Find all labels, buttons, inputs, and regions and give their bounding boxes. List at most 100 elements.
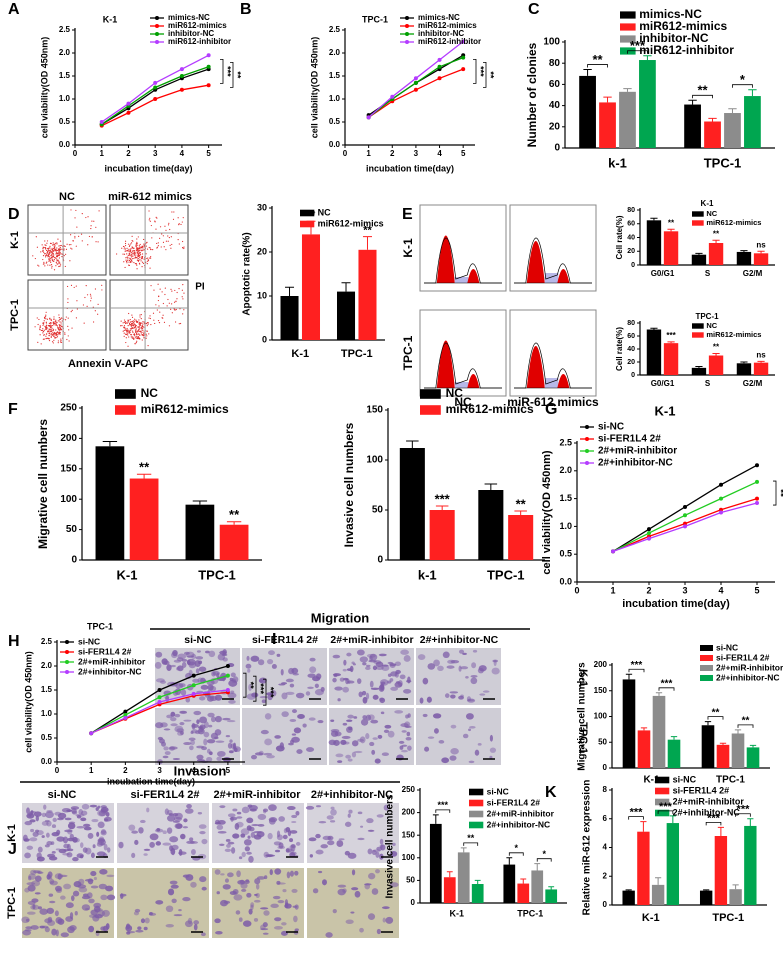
y-tick-label: 2.5 [41, 637, 53, 646]
error-bar [625, 673, 633, 680]
legend-label: NC [141, 386, 159, 400]
flow-dot [183, 246, 185, 248]
flow-dot [131, 247, 134, 249]
flow-dot [165, 240, 168, 242]
stained-cell [233, 894, 243, 901]
stained-cell [184, 808, 194, 814]
stained-cell [241, 806, 250, 814]
stained-cell [93, 876, 97, 881]
flow-dot [49, 253, 51, 255]
stained-cell [149, 911, 153, 916]
g1-peak [526, 346, 545, 388]
x-tick-label: 4 [180, 149, 185, 158]
stained-cell [359, 656, 369, 663]
y-tick-label: 1.5 [559, 493, 572, 503]
bar [637, 831, 650, 905]
stained-cell [61, 807, 71, 813]
stained-cell [387, 673, 392, 677]
stained-cell [466, 696, 471, 702]
stained-cell [472, 649, 478, 653]
flow-dot [37, 323, 39, 326]
stained-cell [65, 902, 74, 909]
stained-cell [162, 755, 169, 759]
flow-dot [57, 248, 60, 250]
flow-dot [49, 324, 51, 327]
bar [651, 884, 665, 905]
bar [736, 363, 752, 375]
flow-dot [32, 255, 34, 257]
stained-cell [375, 665, 384, 671]
stained-cell [74, 911, 78, 916]
bar [684, 104, 701, 148]
data-point [461, 55, 466, 60]
stained-cell [51, 928, 57, 936]
flow-dot [149, 217, 151, 219]
error-bar [667, 228, 675, 232]
data-point [611, 549, 615, 554]
flow-dot [141, 253, 144, 255]
legend-marker [405, 40, 409, 44]
y-tick-label: 40 [627, 234, 635, 241]
stained-cell [341, 735, 351, 739]
stained-cell [176, 667, 180, 671]
flow-dot [137, 330, 139, 332]
stained-cell [28, 812, 32, 817]
y-tick-label: 0.5 [329, 117, 341, 126]
stained-cell [177, 653, 187, 660]
category-label: K-1 [642, 912, 660, 924]
data-point [719, 507, 723, 512]
stained-cell [242, 920, 252, 927]
data-point [191, 691, 196, 696]
category-label: TPC-1 [712, 912, 744, 924]
flow-dot [70, 209, 72, 211]
stained-cell [395, 680, 400, 684]
flow-dot [143, 332, 145, 334]
stained-cell [342, 668, 347, 672]
legend-label: si-FER1L4 2# [716, 652, 770, 662]
y-axis-label: cell viability(OD 450nm) [541, 450, 553, 574]
y-axis-label: Relative miR-612 expression [582, 780, 593, 916]
stained-cell [83, 823, 91, 828]
significance-bracket [483, 62, 487, 88]
bar [639, 60, 656, 148]
stained-cell [471, 662, 477, 669]
stained-cell [458, 649, 465, 654]
legend-swatch [620, 11, 636, 19]
y-tick-label: 8 [603, 785, 608, 794]
bar [545, 889, 558, 903]
y-tick-label: 2.0 [41, 661, 53, 670]
stained-cell [229, 677, 234, 682]
panel-letter: H [8, 633, 20, 650]
stained-cell [379, 838, 384, 845]
stained-cell [194, 730, 201, 735]
flow-dot [130, 325, 132, 327]
stained-cell [230, 690, 235, 694]
flow-dot [127, 334, 129, 336]
legend-label: NC [706, 209, 717, 218]
stained-cell [245, 663, 252, 669]
stained-cell [468, 760, 475, 764]
error-bar [712, 239, 720, 243]
error-bar [695, 252, 703, 255]
data-point [461, 39, 466, 44]
stained-cell [57, 812, 67, 819]
bar [399, 448, 425, 560]
flow-dot [146, 335, 148, 337]
micrograph [416, 648, 501, 705]
legend-label: miR612-mimics [639, 19, 727, 33]
flow-dot [39, 326, 41, 329]
flow-dot [138, 325, 141, 327]
y-tick-label: 80 [627, 207, 635, 214]
stained-cell [177, 731, 184, 736]
flow-dot [156, 309, 158, 311]
flow-dot [124, 242, 127, 245]
column-label: si-FER1L4 2# [252, 634, 318, 646]
series-line [101, 66, 209, 125]
flow-dot [59, 264, 62, 266]
stained-cell [375, 661, 384, 667]
legend-label: 2#+inhibitor-NC [716, 672, 780, 682]
flow-dot [45, 338, 47, 340]
flow-dot [129, 318, 131, 321]
flow-dot [155, 216, 157, 218]
legend-label: 2#+miR-inhibitor [598, 446, 677, 457]
